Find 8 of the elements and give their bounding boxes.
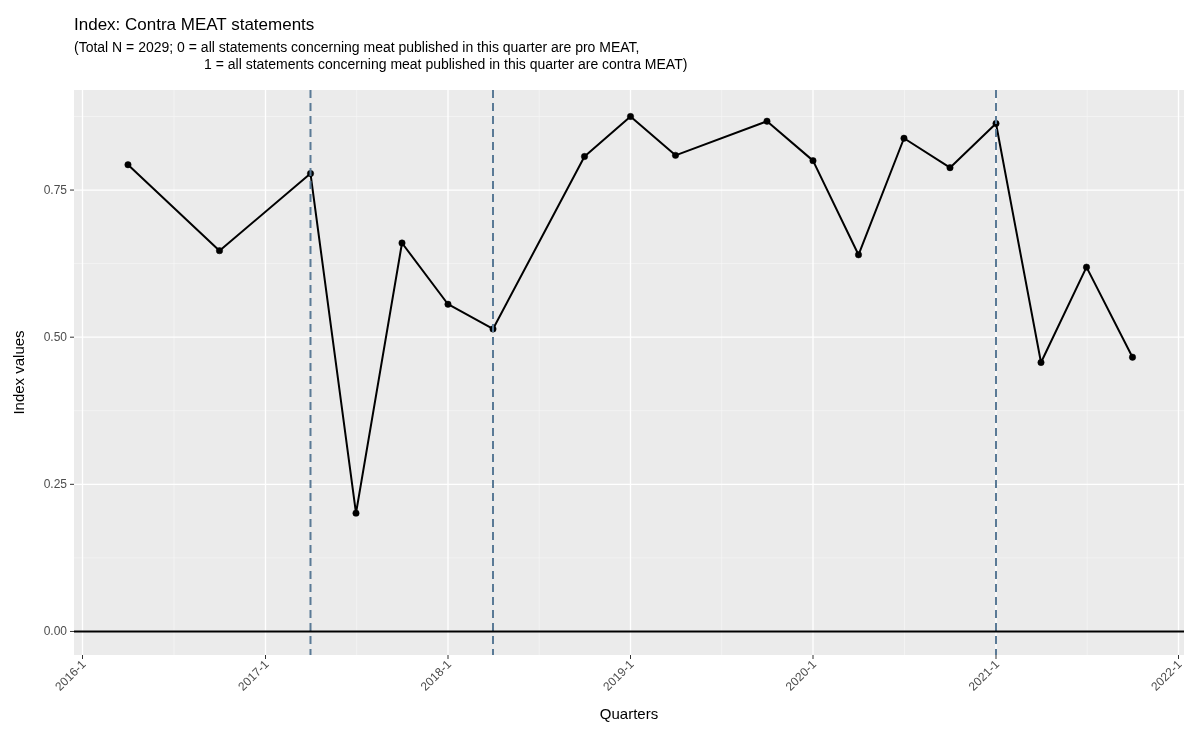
chart-title: Index: Contra MEAT statements <box>74 15 315 34</box>
y-tick-label: 0.75 <box>43 183 68 198</box>
y-tick-label: 0.25 <box>43 477 68 492</box>
y-tick-label: 0.00 <box>43 624 68 639</box>
y-axis-title: Index values <box>10 330 27 415</box>
y-tick-label: 0.50 <box>43 330 68 345</box>
chart-subtitle: (Total N = 2029; 0 = all statements concerning meat published in this quarter are pro MEAT, 1 = all statements concerning meat published in this quarter are contra MEAT) <box>74 39 688 72</box>
x-axis-title: Quarters <box>599 705 659 722</box>
